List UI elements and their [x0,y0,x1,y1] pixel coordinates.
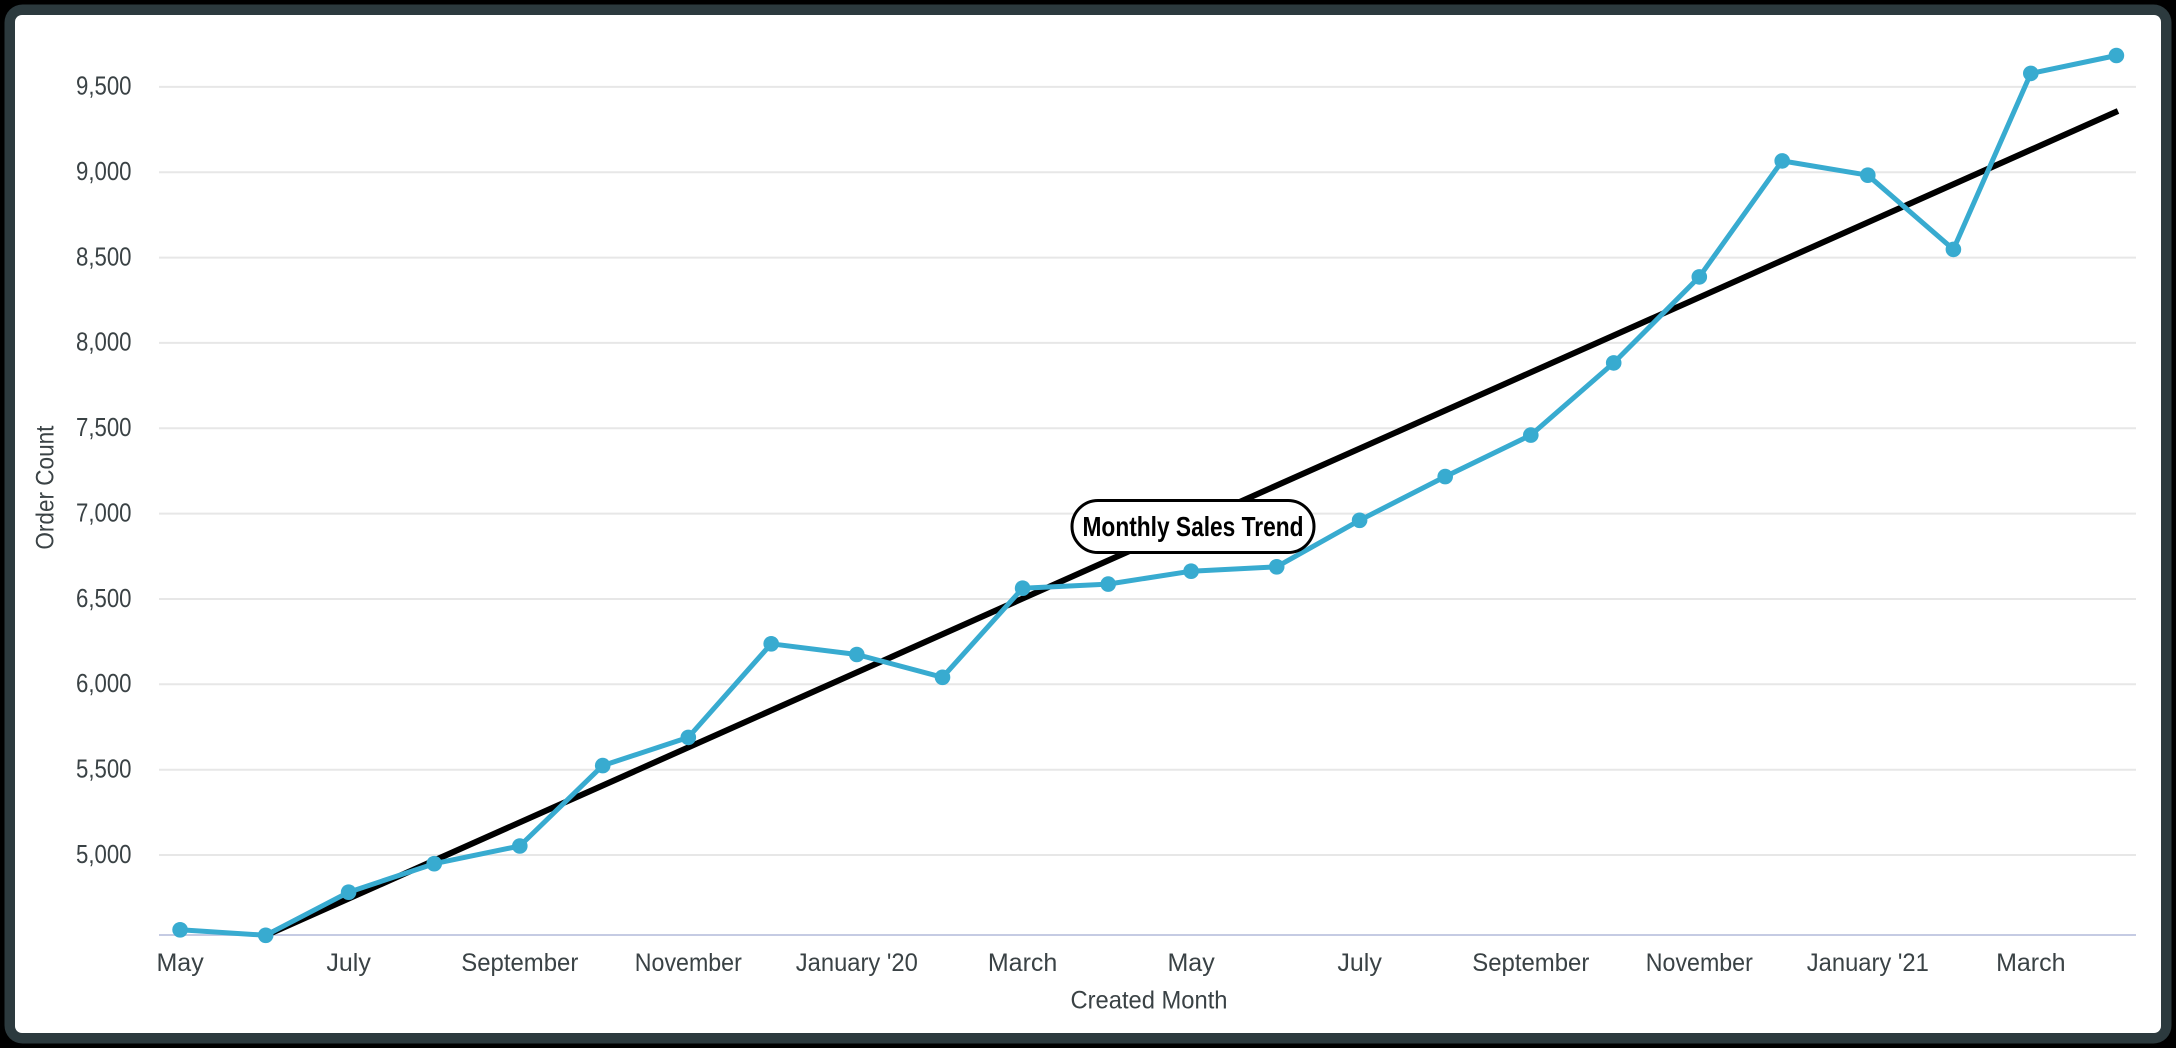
svg-text:6,500: 6,500 [76,583,132,613]
svg-text:6,000: 6,000 [76,668,132,698]
svg-text:January '20: January '20 [796,949,918,977]
svg-text:Monthly Sales Trend: Monthly Sales Trend [1083,511,1304,542]
svg-text:9,500: 9,500 [76,71,132,101]
svg-text:September: September [1472,949,1589,977]
svg-text:March: March [988,949,1057,977]
svg-text:September: September [461,949,578,977]
svg-text:9,000: 9,000 [76,156,132,186]
svg-text:5,000: 5,000 [76,839,132,869]
svg-text:January '21: January '21 [1807,949,1929,977]
svg-text:July: July [1337,949,1382,977]
svg-text:March: March [1996,949,2065,977]
svg-text:5,500: 5,500 [76,754,132,784]
svg-text:July: July [326,949,371,977]
svg-text:November: November [635,949,742,977]
svg-text:8,000: 8,000 [76,327,132,357]
svg-text:May: May [156,949,204,977]
svg-text:Order Count: Order Count [32,426,60,550]
svg-text:November: November [1646,949,1753,977]
svg-text:8,500: 8,500 [76,241,132,271]
svg-text:7,000: 7,000 [76,497,132,527]
svg-text:Created Month: Created Month [1071,987,1228,1015]
svg-text:May: May [1167,949,1215,977]
svg-text:7,500: 7,500 [76,412,132,442]
